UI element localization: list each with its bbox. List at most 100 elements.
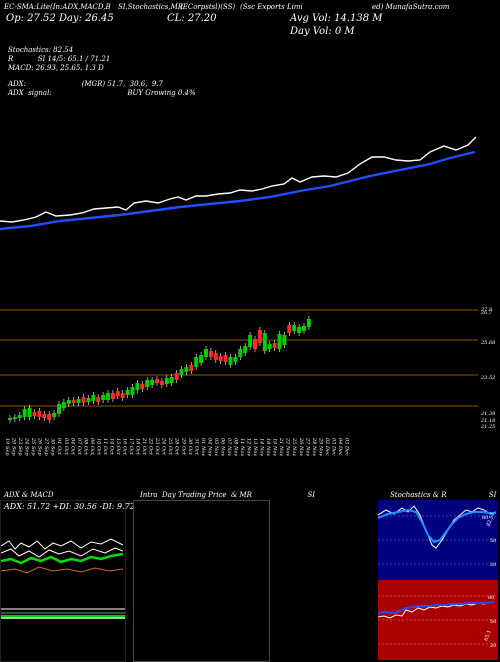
date-label: 09 Oct [89,438,95,456]
rsi-lines: 80 50 20 65.1 [378,595,498,649]
header-line1-left: EC-SMA:Lite(In:ADX,MACD,B [4,3,111,11]
date-label: 23 Sep [17,437,23,456]
candle-body [81,397,86,403]
date-label: 10 Oct [95,438,101,456]
candle-body [110,393,115,399]
candle-body [297,327,302,333]
stoch-tick-20: 20 [490,562,496,568]
candle-body [12,417,17,419]
candle-body [208,351,213,357]
candle-body [292,325,297,331]
date-label: 23 Oct [154,437,160,456]
sma-white-line [0,136,477,223]
candle-body [169,377,174,383]
date-label: 08 Nov [232,438,238,456]
candle-body [140,384,145,389]
candle-body [302,326,306,331]
candle-body [52,413,57,417]
intraday-panel [133,500,270,662]
stoch-tick-50: 50 [490,538,496,544]
candle-body [27,408,32,417]
date-label: 27 Nov [304,437,310,456]
candle-body [47,414,52,420]
candle-body [306,319,311,327]
candle-body [233,357,238,362]
date-label: 26 Nov [298,437,304,456]
date-label: 04 Oct [69,438,75,456]
candle-body [174,373,179,380]
date-label: 21 Oct [141,437,147,456]
rsi-text: R SI 14/5: 65.1 / 71.21 [8,55,111,63]
adx-text: ADX: (MGR) 51.7, 30.6, 9.7 [8,80,164,88]
header-company: (Ssc Exports Limi [240,3,303,11]
candle-body [145,380,150,387]
stoch-value: 82.54 [486,512,497,528]
candle-body [22,409,27,417]
candle-body [86,398,91,402]
level-lines [0,309,478,407]
price-label-2: 25.68 [480,340,495,346]
date-label: 11 Oct [102,438,108,456]
adx-lines [1,538,125,619]
candle-body [66,400,71,404]
candle-body [125,390,130,395]
date-label: 24 Sep [24,437,30,456]
sma-chart [0,136,477,231]
date-label: 05 Nov [213,438,219,456]
candle-body [96,397,101,402]
date-label: 07 Nov [226,438,232,456]
date-label: 16 Oct [122,438,128,456]
candle-body [32,412,37,416]
date-label: 20 Sep [11,437,17,456]
date-label: 17 Oct [128,438,134,456]
stochastics-lines: 80 50 20 82.54 [378,505,498,568]
candle-body [194,357,199,367]
date-label: 19 Nov [272,438,278,456]
price-label-4: 21.39 [480,411,496,417]
candlestick-chart: 27.8 26.7 25.68 23.52 21.39 21.18 21.25 [0,307,496,430]
rsi-tick-20: 20 [490,643,496,649]
rsi-tick-50: 50 [490,619,496,625]
candle-body [282,335,287,345]
adx-panel: ADX: 51.72 +DI: 30.56 -DI: 9.72 [0,500,135,662]
date-label: 02 Dec [324,438,330,456]
date-label: 03 Oct [63,438,69,456]
candle-body [253,339,257,349]
candle-body [179,369,184,375]
candle-body [248,335,253,347]
date-label: 29 Oct [180,437,186,456]
date-label: 27 Sep [43,437,49,456]
candle-body [130,387,135,395]
candle-body [243,346,248,353]
candle-body [277,334,282,349]
date-label: 22 Nov [285,437,291,456]
candle-body [17,415,22,418]
candle-body [262,333,267,351]
date-label: 25 Sep [30,437,36,456]
sma-blue-line [0,150,476,231]
date-label: 30 Sep [50,438,56,456]
candle-body [76,399,81,403]
candle-body [106,393,110,400]
date-label: 11 Nov [239,438,245,456]
candle-body [199,355,204,363]
candle-body [228,357,233,365]
date-label: 18 Nov [265,438,271,456]
day-volume: Day Vol: 0 M [290,26,355,37]
candle-body [204,349,208,357]
date-label: 05 Dec [343,438,349,456]
date-label: 14 Oct [108,438,114,456]
price-label-3: 23.52 [480,375,495,381]
candle-body [8,418,12,420]
candle-body [57,404,61,414]
candle-body [223,355,228,362]
candle-body [61,402,66,408]
candle-body [91,395,96,401]
candle-body [164,378,169,384]
date-label: 06 Nov [219,438,225,456]
header-ticker: (ECorpstsl)(SS) [180,3,236,11]
stoch-panel-title: Stochastics & R SI [390,491,497,499]
candle-body [150,380,155,385]
date-label: 07 Oct [76,438,82,456]
candle-body [37,411,42,417]
